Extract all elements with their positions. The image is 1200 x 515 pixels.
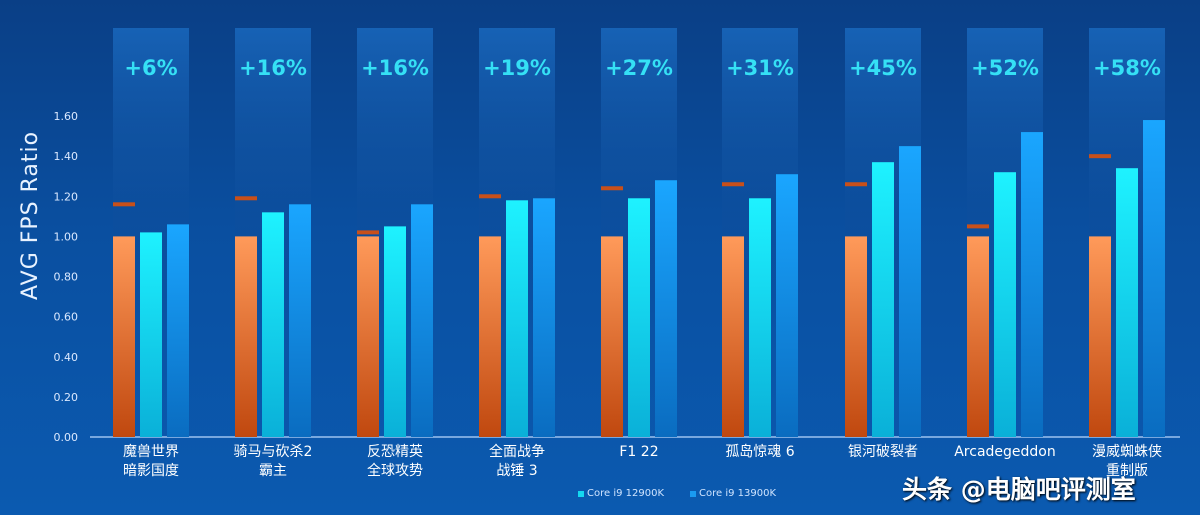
legend-swatch <box>578 490 584 497</box>
category-line1: 银河破裂者 <box>848 444 918 460</box>
x-tick-label: 银河破裂者 <box>823 443 943 462</box>
x-tick-label: 漫威蜘蛛侠 重制版 <box>1067 443 1187 481</box>
reference-marker <box>357 230 379 235</box>
category-line2: 战锤 3 <box>496 463 538 479</box>
bar-series1 <box>140 232 162 437</box>
improvement-label: +31% <box>726 56 794 80</box>
y-tick-label: 0.40 <box>54 351 79 364</box>
reference-marker <box>479 194 501 199</box>
category-line2: 重制版 <box>1106 463 1148 479</box>
x-tick-label: 骑马与砍杀2 霸主 <box>213 443 333 481</box>
reference-marker <box>1089 154 1111 159</box>
bar-series0 <box>113 236 135 437</box>
x-tick-label: F1 22 <box>579 443 699 462</box>
legend-item-13900k: Core i9 13900K <box>690 488 776 499</box>
bar-series1 <box>262 212 284 437</box>
category-line2: 霸主 <box>259 463 287 479</box>
bar-series0 <box>601 236 623 437</box>
y-tick-label: 1.20 <box>54 190 79 203</box>
x-tick-label: Arcadegeddon <box>945 443 1065 462</box>
improvement-label: +58% <box>1093 56 1161 80</box>
bar-series2 <box>1021 132 1043 437</box>
bar-series2 <box>289 204 311 437</box>
bar-series0 <box>845 236 867 437</box>
legend-swatch <box>690 490 696 497</box>
improvement-label: +6% <box>124 56 178 80</box>
bar-series0 <box>479 236 501 437</box>
reference-marker <box>722 182 744 187</box>
legend-label: Core i9 13900K <box>699 488 777 499</box>
improvement-label: +16% <box>239 56 307 80</box>
x-tick-label: 全面战争战锤 3 <box>457 443 577 481</box>
reference-marker <box>967 224 989 229</box>
improvement-label: +27% <box>605 56 673 80</box>
y-tick-label: 0.00 <box>54 431 79 444</box>
bar-series1 <box>506 200 528 437</box>
bar-series0 <box>722 236 744 437</box>
bar-series1 <box>628 198 650 437</box>
category-line1: F1 22 <box>619 444 659 460</box>
bar-series2 <box>899 146 921 437</box>
category-line1: 孤岛惊魂 6 <box>725 444 795 460</box>
legend-label: Core i9 12900K <box>587 488 665 499</box>
y-tick-label: 1.60 <box>54 110 79 123</box>
y-tick-label: 1.40 <box>54 150 79 163</box>
x-tick-label: 孤岛惊魂 6 <box>700 443 820 462</box>
reference-marker <box>113 202 135 207</box>
bar-series0 <box>967 236 989 437</box>
reference-marker <box>601 186 623 191</box>
legend-item-12900k: Core i9 12900K <box>578 488 664 499</box>
bar-series1 <box>1116 168 1138 438</box>
category-line2: 全球攻势 <box>367 463 423 479</box>
category-line1: 骑马与砍杀2 <box>233 444 313 460</box>
category-line1: 漫威蜘蛛侠 <box>1092 444 1162 460</box>
y-tick-label: 0.80 <box>54 271 79 284</box>
bar-series2 <box>1143 120 1165 437</box>
improvement-label: +52% <box>971 56 1039 80</box>
bar-series1 <box>749 198 771 437</box>
category-line1: 反恐精英 <box>367 444 423 460</box>
y-axis-label: AVG FPS Ratio <box>18 130 43 300</box>
x-tick-label: 反恐精英 全球攻势 <box>335 443 455 481</box>
bar-series2 <box>533 198 555 437</box>
bar-series1 <box>872 162 894 438</box>
category-line1: Arcadegeddon <box>954 444 1056 460</box>
reference-marker <box>235 196 257 201</box>
category-line1: 魔兽世界 <box>123 444 179 460</box>
category-line1: 全面战争 <box>489 444 545 460</box>
bar-series2 <box>776 174 798 438</box>
improvement-label: +16% <box>361 56 429 80</box>
bar-series2 <box>167 224 189 437</box>
bar-series0 <box>1089 236 1111 437</box>
improvement-label: +45% <box>849 56 917 80</box>
bar-series0 <box>235 236 257 437</box>
bar-series1 <box>384 226 406 437</box>
y-tick-label: 0.60 <box>54 311 79 324</box>
improvement-label: +19% <box>483 56 551 80</box>
y-tick-label: 0.20 <box>54 391 79 404</box>
watermark: 头条 @电脑吧评测室 <box>902 475 1136 504</box>
y-tick-label: 1.00 <box>54 230 79 243</box>
category-line2: 暗影国度 <box>123 463 179 479</box>
x-tick-label: 魔兽世界 暗影国度 <box>91 443 211 481</box>
bar-series2 <box>655 180 677 437</box>
bar-series2 <box>411 204 433 437</box>
bar-series0 <box>357 236 379 437</box>
reference-marker <box>845 182 867 187</box>
bar-series1 <box>994 172 1016 437</box>
